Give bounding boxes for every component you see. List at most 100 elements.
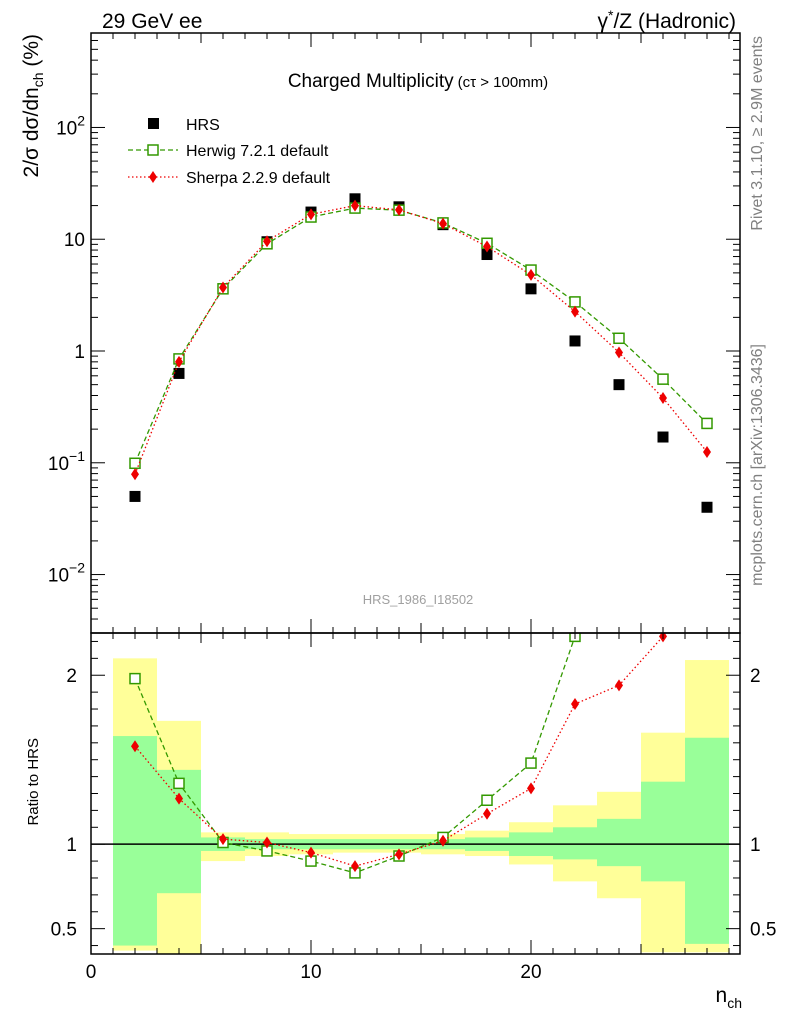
header-right-gamma: γ	[598, 10, 609, 33]
band-inner-1	[157, 769, 201, 894]
main-herwig-point-10	[569, 296, 581, 308]
x-tick-label-10: 10	[300, 962, 321, 983]
main-y-tick-label-exp-0: −2	[69, 560, 85, 576]
main-sherpa-point-12	[659, 391, 667, 404]
main-sherpa-point-13	[703, 445, 711, 458]
legend-hrs-label: HRS	[186, 117, 220, 134]
ratio-uncertainty-bands	[113, 658, 729, 954]
legend-herwig-label: Herwig 7.2.1 default	[186, 143, 329, 160]
side-mcplots-label: mcplots.cern.ch [arXiv:1306.3436]	[749, 344, 766, 586]
ratio-sherpa-point-0	[131, 740, 139, 753]
ratio-sherpa-point-2	[219, 833, 227, 846]
ratio-y-tick-label-right-0.5: 0.5	[750, 920, 776, 941]
ratio-herwig-point-12	[658, 451, 668, 461]
ratio-y-tick-label-right-2: 2	[750, 666, 761, 687]
ratio-sherpa-point-8	[483, 807, 491, 820]
main-y-axis-label-main: 2/σ dσ/dn	[20, 87, 43, 177]
ratio-sherpa-point-10	[571, 697, 579, 710]
ratio-y-tick-label-right-1: 1	[750, 835, 761, 856]
x-axis-label: nch	[716, 984, 742, 1011]
main-y-tick-label-base-0: 10	[48, 566, 69, 587]
main-y-tick-label-exp-1: −1	[69, 448, 85, 464]
main-hrs-point-1	[173, 367, 185, 379]
main-y-tick-label-0: 10−2	[48, 560, 85, 587]
main-y-tick-label-4: 102	[56, 112, 85, 139]
analysis-watermark: HRS_1986_I18502	[363, 592, 474, 607]
ratio-sherpa-point-7	[439, 834, 447, 847]
ratio-sherpa-point-4	[307, 846, 315, 859]
ratio-sherpa-point-13	[703, 483, 711, 495]
band-inner-0	[113, 736, 157, 946]
main-herwig-point-12	[657, 373, 669, 385]
main-y-tick-label-exp-4: 2	[77, 112, 85, 128]
side-rivet-label: Rivet 3.1.10, ≥ 2.9M events	[749, 36, 766, 231]
main-sherpa-point-3	[263, 235, 271, 248]
ratio-sherpa-point-3	[263, 836, 271, 849]
ratio-y-tick-label-left-2: 2	[66, 666, 77, 687]
main-y-axis-label-sub: ch	[30, 73, 46, 88]
header-left: 29 GeV ee	[102, 10, 202, 33]
band-inner-10	[553, 827, 597, 860]
legend: HRS Herwig 7.2.1 default Sherpa 2.2.9 de…	[128, 117, 331, 187]
ratio-herwig-line	[134, 633, 579, 874]
main-y-tick-label-base-1: 10	[48, 454, 69, 475]
main-y-tick-label-1: 10−1	[48, 448, 85, 475]
axis-ticks	[90, 32, 740, 954]
ratio-herwig-point-9	[525, 757, 537, 769]
ratio-sherpa-line	[134, 633, 665, 867]
main-sherpa-point-5	[351, 199, 359, 212]
ratio-herwig-point-8	[481, 794, 493, 807]
main-y-axis-label: 2/σ dσ/dnch (%)	[20, 34, 46, 177]
x-tick-label-0: 0	[86, 962, 97, 983]
main-sherpa-point-11	[615, 346, 623, 359]
main-y-tick-label-base-4: 10	[56, 118, 77, 139]
main-hrs-point-9	[525, 283, 537, 295]
main-series-layer	[129, 193, 713, 513]
main-sherpa-point-6	[395, 203, 403, 216]
main-hrs-point-8	[481, 249, 493, 261]
band-inner-12	[641, 781, 685, 882]
main-y-axis-label-unit: (%)	[20, 34, 43, 73]
x-axis-label-sub: ch	[727, 995, 742, 1011]
header-right-rest: /Z (Hadronic)	[613, 10, 736, 33]
ratio-y-tick-label-left-1: 1	[66, 835, 77, 856]
main-hrs-point-12	[657, 431, 669, 443]
ratio-sherpa-point-6	[395, 848, 403, 861]
ratio-sherpa-point-5	[351, 860, 359, 873]
legend-sherpa-label: Sherpa 2.2.9 default	[186, 170, 331, 187]
ratio-y-tick-label-left-0.5: 0.5	[51, 920, 77, 941]
ratio-herwig-point-13	[702, 62, 712, 72]
x-tick-label-20: 20	[520, 962, 541, 983]
ratio-sherpa-point-9	[527, 782, 535, 795]
band-inner-11	[597, 818, 641, 867]
ratio-sherpa-point-11	[615, 679, 623, 692]
chart-title-main: Charged Multiplicity	[288, 71, 454, 92]
main-hrs-point-0	[129, 490, 141, 502]
main-sherpa-point-9	[527, 268, 535, 281]
chart-title-suffix: (cτ > 100mm)	[458, 74, 549, 91]
main-hrs-point-11	[613, 379, 625, 391]
ratio-y-axis-label: Ratio to HRS	[25, 738, 42, 826]
ratio-sherpa-point-1	[175, 792, 183, 805]
ratio-herwig-point-11	[614, 569, 624, 579]
header-right-star: *	[608, 7, 614, 23]
ratio-herwig-point-1	[173, 777, 185, 790]
ratio-herwig-point-0	[129, 672, 141, 685]
legend-sherpa-marker	[149, 171, 157, 183]
main-herwig-point-11	[613, 332, 625, 345]
x-axis-label-main: n	[716, 984, 728, 1007]
main-y-tick-label-3: 10	[64, 230, 85, 251]
legend-hrs-marker	[148, 118, 159, 129]
main-hrs-point-13	[701, 501, 713, 513]
main-hrs-point-10	[569, 335, 581, 347]
main-sherpa-point-0	[131, 468, 139, 481]
chart-title: Charged Multiplicity (cτ > 100mm)	[288, 71, 548, 92]
main-sherpa-point-1	[175, 355, 183, 368]
band-inner-13	[685, 737, 729, 944]
main-y-tick-label-2: 1	[74, 342, 85, 363]
main-sherpa-point-7	[439, 217, 447, 230]
main-sherpa-point-2	[219, 281, 227, 294]
main-sherpa-point-10	[571, 305, 579, 318]
